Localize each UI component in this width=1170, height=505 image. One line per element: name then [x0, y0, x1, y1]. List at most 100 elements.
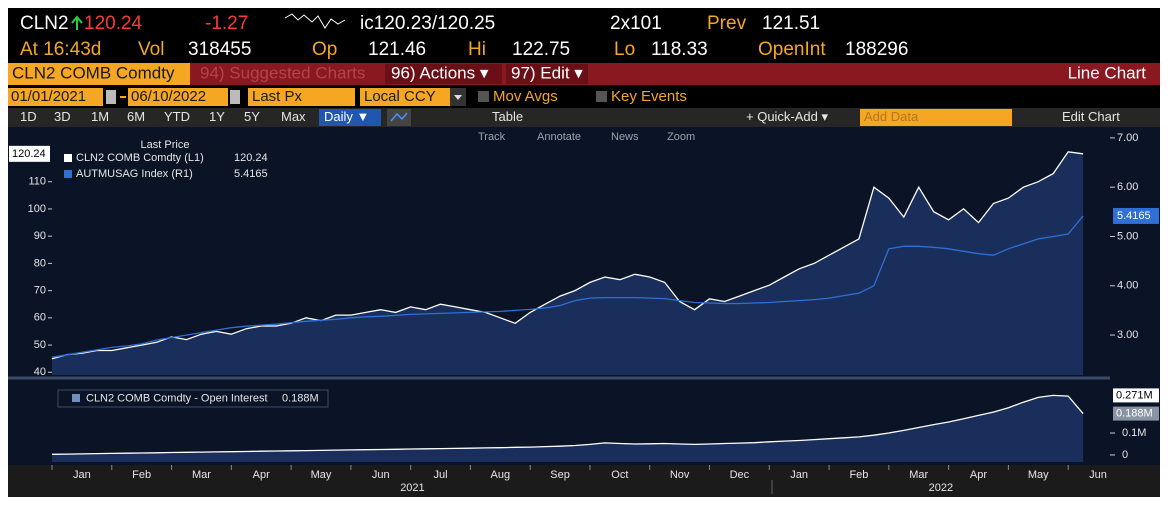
last-price: 120.24 [84, 13, 143, 34]
y2-tick-label: 3.00 [1117, 329, 1138, 341]
time: At 16:43d [20, 39, 101, 60]
last-flag-label: 5.4165 [1117, 210, 1151, 222]
calendar-icon[interactable] [106, 90, 116, 104]
range-button[interactable]: Max [281, 109, 306, 124]
x-tick-label: Jun [1089, 469, 1107, 481]
x-tick-label: Apr [970, 469, 987, 481]
line-style-button[interactable] [387, 109, 411, 126]
low-label: Lo [614, 39, 635, 60]
edit-chart[interactable]: Edit Chart [1062, 109, 1120, 124]
x-tick-label: Jan [73, 469, 91, 481]
chart-tool[interactable]: News [611, 131, 639, 143]
table-button[interactable]: Table [492, 109, 523, 124]
range-button[interactable]: YTD [164, 109, 190, 124]
x-axis-area [8, 465, 1160, 497]
calendar-icon[interactable] [230, 90, 240, 104]
mov-avgs-checkbox[interactable] [478, 91, 489, 102]
chart-type: Line Chart [1068, 63, 1147, 82]
x-tick-label: Dec [730, 469, 750, 481]
chart-tool[interactable]: Track [478, 131, 506, 143]
x-tick-label: Sep [550, 469, 570, 481]
actions[interactable]: 96) Actions ▾ [391, 63, 489, 82]
area [52, 151, 1084, 375]
range-button[interactable]: 1D [20, 109, 37, 124]
currency-box[interactable] [360, 88, 450, 106]
y2-tick-label: 5.00 [1117, 230, 1138, 242]
last-flag-label: 120.24 [12, 148, 46, 160]
key-events-checkbox[interactable] [596, 91, 607, 102]
last-flag [1113, 207, 1159, 224]
y2-tick-label: 6.00 [1117, 181, 1138, 193]
legend-swatch [64, 170, 72, 178]
legend-box [56, 136, 276, 184]
start-date[interactable]: 01/01/2021 [11, 88, 86, 105]
edit[interactable]: 97) Edit ▾ [511, 63, 583, 82]
add-data[interactable]: Add Data [864, 109, 919, 124]
x-tick-label: Oct [611, 469, 628, 481]
frequency-button[interactable] [319, 109, 381, 126]
prev-label: Prev [707, 13, 747, 34]
edit-button[interactable] [506, 64, 588, 84]
volume: 318455 [188, 39, 251, 60]
open: 121.46 [368, 39, 426, 60]
sparkline [284, 13, 346, 29]
range-button[interactable]: 6M [127, 109, 145, 124]
frequency[interactable]: Daily ▼ [324, 109, 369, 124]
x-tick-label: Apr [253, 469, 270, 481]
line-icon [390, 112, 408, 122]
actions-button[interactable] [385, 64, 502, 84]
last-flag [9, 145, 50, 162]
chart-tool[interactable]: Annotate [537, 131, 581, 143]
high-label: Hi [468, 39, 486, 60]
open-label: Op [312, 39, 337, 60]
peak-flag-label: 0.271M [1116, 389, 1153, 401]
x-tick-label: Mar [192, 469, 211, 481]
legend-label: CLN2 COMB Comdty (L1) [76, 152, 204, 164]
area [52, 395, 1084, 462]
last-flag [1113, 406, 1159, 421]
x-tick-label: Mar [909, 469, 928, 481]
field[interactable]: Last Px [252, 88, 303, 105]
range-button[interactable]: 3D [54, 109, 71, 124]
currency[interactable]: Local CCY [364, 88, 436, 105]
y-tick-label: 70 [34, 285, 46, 297]
y-tick-label: 50 [34, 339, 46, 351]
legend-value: 120.24 [234, 152, 268, 164]
quick-add[interactable]: + Quick-Add ▾ [746, 109, 829, 124]
field-box[interactable] [248, 88, 355, 106]
y-tick-label: 80 [34, 257, 46, 269]
y-tick-label: 40 [34, 366, 46, 378]
security-box [8, 63, 190, 85]
vol-label: Vol [138, 39, 164, 60]
range-button[interactable]: 1M [91, 109, 109, 124]
add-data-box[interactable] [860, 109, 1012, 126]
high: 122.75 [512, 39, 570, 60]
up-arrow [71, 15, 83, 30]
ticker: CLN2 [20, 13, 69, 34]
prev: 121.51 [762, 13, 820, 34]
y-tick-label: 60 [34, 312, 46, 324]
key-events[interactable]: Key Events [611, 88, 687, 105]
end-date-box[interactable] [128, 88, 228, 106]
x-tick-label: Feb [132, 469, 151, 481]
range-button[interactable]: 1Y [209, 109, 225, 124]
x-tick-label: Nov [670, 469, 690, 481]
last-flag-label: 0.188M [1116, 407, 1153, 419]
suggested-charts[interactable]: 94) Suggested Charts [200, 63, 365, 82]
range-button[interactable]: 5Y [244, 109, 260, 124]
dropdown-arrow [454, 95, 462, 100]
chart-tool[interactable]: Zoom [667, 131, 695, 143]
bid-ask: ic120.23/120.25 [360, 13, 495, 34]
legend-value: 5.4165 [234, 168, 268, 180]
line [51, 394, 1084, 455]
open-interest: 188296 [845, 39, 908, 60]
legend-label: CLN2 COMB Comdty - Open Interest [86, 392, 268, 404]
x-tick-label: Feb [849, 469, 868, 481]
end-date[interactable]: 06/10/2022 [131, 88, 206, 105]
mov-avgs[interactable]: Mov Avgs [493, 88, 558, 105]
y-tick-label: 0.1M [1122, 427, 1146, 439]
y2-tick-label: 7.00 [1117, 132, 1138, 144]
legend-swatch [72, 394, 80, 402]
start-date-box[interactable] [8, 88, 103, 106]
